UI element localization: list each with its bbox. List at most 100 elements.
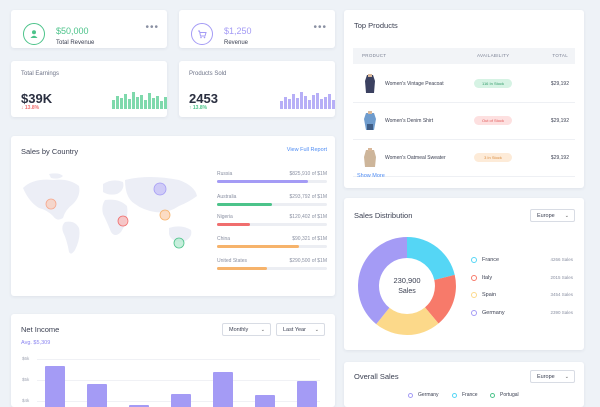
- product-price: $29,192: [550, 118, 569, 124]
- table-row[interactable]: Women's Denim Shirt Out of Stock $29,192: [353, 103, 575, 140]
- income-bar: [213, 372, 233, 407]
- donut-slice-germany: [358, 237, 407, 325]
- product-name: Women's Oatmeal Sweater: [385, 155, 446, 161]
- donut-slice-spain: [376, 307, 439, 335]
- stat-label: Revenue: [224, 40, 249, 46]
- legend-item-germany: Germany: [408, 392, 439, 398]
- progress-fill: [217, 267, 267, 270]
- region-select[interactable]: Europe ⌄: [530, 370, 575, 383]
- earnings-change: ↓ 13.8%: [21, 105, 39, 111]
- column-header: AVAILABILITY: [477, 53, 510, 58]
- arrow-down-icon: ↓: [21, 105, 25, 111]
- chevron-down-icon: ⌄: [564, 213, 569, 219]
- select-value: Europe: [537, 373, 555, 380]
- show-more-link[interactable]: Show More: [357, 173, 385, 179]
- legend-value: 2015 Sales: [550, 275, 573, 280]
- products-sparkline: [280, 91, 335, 109]
- card-title: Sales by Country: [21, 147, 79, 156]
- legend-dot: [452, 392, 457, 398]
- product-name: Women's Denim Shirt: [385, 118, 434, 124]
- status-badge: 116 In Stock: [474, 79, 512, 88]
- stat-value: $1,250: [224, 26, 252, 36]
- stat-value: $50,000: [56, 26, 89, 36]
- table-row[interactable]: Women's Oatmeal Sweater 3 In Stock $29,1…: [353, 140, 575, 177]
- country-value: $290,500 of $1M: [289, 258, 327, 264]
- country-name: Australia: [217, 194, 237, 200]
- legend-dot: [471, 292, 477, 298]
- total-earnings-card: Total Earnings $39K ↓ 13.8%: [11, 61, 167, 117]
- arrow-up-icon: ↑: [189, 105, 193, 111]
- y-axis-label: $4k: [22, 398, 30, 403]
- products-sold-card: Products Sold 2453 ↑ 13.8%: [179, 61, 335, 117]
- table-row[interactable]: Women's Vintage Peacoat 116 In Stock $29…: [353, 66, 575, 103]
- income-bar: [45, 366, 65, 407]
- range-select[interactable]: Last Year ⌄: [276, 323, 325, 336]
- change-value: 13.8%: [24, 105, 40, 111]
- donut-chart: [358, 237, 456, 335]
- legend-value: 4266 Sales: [550, 257, 573, 262]
- gridline: [37, 359, 320, 360]
- select-value: Europe: [537, 212, 555, 219]
- change-value: 13.8%: [192, 105, 208, 111]
- progress-fill: [217, 203, 272, 206]
- column-header: TOTAL: [552, 53, 568, 58]
- legend-name: France: [462, 392, 478, 398]
- more-options-icon[interactable]: •••: [145, 22, 159, 33]
- sales-by-country-card: Sales by Country View Full Report: [11, 136, 335, 296]
- revenue-card: $1,250 Revenue •••: [179, 10, 335, 48]
- chevron-down-icon: ⌄: [260, 327, 265, 333]
- status-badge: 3 In Stock: [474, 153, 512, 162]
- legend-name: Germany: [482, 310, 505, 316]
- country-name: China: [217, 236, 231, 242]
- average-value: Avg. $5,309: [21, 340, 51, 346]
- net-income-card: Net Income Avg. $5,309 Monthly ⌄ Last Yea…: [11, 314, 335, 407]
- card-title: Products Sold: [189, 71, 227, 77]
- legend-value: 3454 Sales: [550, 292, 573, 297]
- y-axis-label: $6k: [22, 356, 30, 361]
- earnings-value: $39K: [21, 91, 53, 106]
- card-title: Top Products: [354, 21, 398, 30]
- select-value: Monthly: [229, 326, 249, 333]
- income-bar: [297, 381, 317, 407]
- column-header: PRODUCT: [362, 53, 387, 58]
- country-name: United States: [217, 258, 248, 264]
- world-map: [23, 173, 197, 254]
- product-price: $29,192: [550, 155, 569, 161]
- income-bar: [171, 394, 191, 407]
- earnings-sparkline: [112, 91, 167, 109]
- progress-fill: [217, 245, 299, 248]
- y-axis-label: $5k: [22, 377, 30, 382]
- income-bar: [129, 405, 149, 407]
- product-name: Women's Vintage Peacoat: [385, 81, 444, 87]
- progress-track: [217, 267, 327, 270]
- donut-center-label: Sales: [398, 288, 416, 295]
- card-title: Sales Distribution: [354, 211, 413, 220]
- income-bar: [255, 395, 275, 407]
- period-select[interactable]: Monthly ⌄: [222, 323, 271, 336]
- income-bar: [87, 384, 107, 407]
- top-products-card: Top Products PRODUCT AVAILABILITY TOTAL …: [344, 10, 584, 188]
- country-name: Nigeria: [217, 214, 233, 220]
- progress-track: [217, 203, 327, 206]
- legend-name: Italy: [482, 275, 493, 281]
- legend-name: Germany: [418, 392, 439, 398]
- legend-dot: [471, 257, 477, 263]
- legend-name: Spain: [482, 292, 497, 298]
- product-thumbnail: [364, 148, 376, 167]
- select-value: Last Year: [283, 326, 306, 333]
- donut-slice-italy: [425, 274, 456, 324]
- more-options-icon[interactable]: •••: [313, 22, 327, 33]
- status-badge: Out of Stock: [474, 116, 512, 125]
- card-title: Overall Sales: [354, 372, 399, 381]
- legend-name: France: [482, 257, 500, 263]
- stat-label: Total Revenue: [56, 40, 95, 46]
- legend-item-portugal: Portugal: [490, 392, 519, 398]
- product-price: $29,192: [550, 81, 569, 87]
- card-title: Total Earnings: [21, 71, 60, 77]
- country-value: $293,792 of $1M: [289, 194, 327, 200]
- gridline: [37, 380, 320, 381]
- country-value: $825,910 of $1M: [289, 171, 327, 177]
- view-full-report-link[interactable]: View Full Report: [286, 147, 327, 153]
- region-select[interactable]: Europe ⌄: [530, 209, 575, 222]
- products-sold-value: 2453: [189, 91, 218, 106]
